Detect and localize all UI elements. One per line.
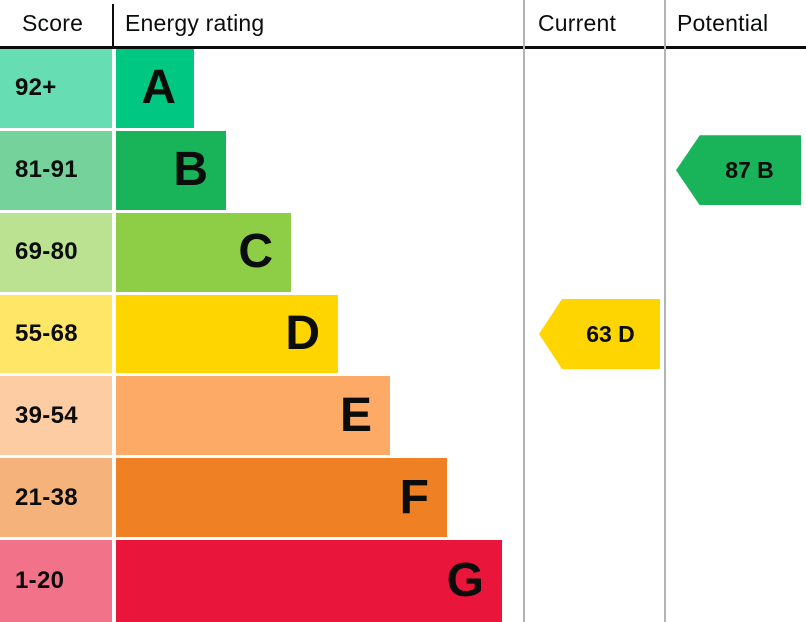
score-range-e: 39-54 — [0, 376, 112, 456]
score-range-d: 55-68 — [0, 294, 112, 374]
band-row-a: 92+ A — [0, 49, 520, 131]
score-range-f: 21-38 — [0, 458, 112, 538]
band-bar-f: F — [116, 458, 447, 538]
band-bar-d: D — [116, 294, 338, 374]
header-underline — [0, 46, 806, 49]
score-column-divider — [112, 4, 114, 46]
header-current: Current — [538, 10, 617, 36]
band-letter-e: E — [339, 388, 372, 442]
band-row-c: 69-80 C — [0, 212, 520, 295]
potential-rating-label: 87 B — [725, 156, 774, 183]
band-row-b: 81-91 B — [0, 130, 520, 213]
header-energy-rating: Energy rating — [125, 10, 265, 36]
score-range-a: 92+ — [0, 49, 112, 128]
band-row-f: 21-38 F — [0, 458, 520, 540]
band-bar-b: B — [116, 130, 226, 210]
score-range-b: 81-91 — [0, 130, 112, 210]
band-letter-b: B — [173, 143, 208, 197]
potential-column-divider — [664, 0, 666, 622]
band-letter-f: F — [399, 470, 429, 524]
band-bar-a: A — [116, 49, 194, 128]
band-row-d: 55-68 D — [0, 294, 520, 377]
band-letter-d: D — [285, 306, 320, 360]
header-potential: Potential — [677, 10, 769, 36]
current-column-divider — [523, 0, 525, 622]
current-rating-badge: 63 D — [539, 299, 660, 369]
band-letter-g: G — [446, 554, 484, 608]
header-score: Score — [22, 10, 84, 36]
band-letter-a: A — [141, 61, 176, 115]
score-range-g: 1-20 — [0, 540, 112, 622]
band-row-e: 39-54 E — [0, 376, 520, 458]
band-bar-g: G — [116, 540, 502, 622]
band-bar-c: C — [116, 212, 291, 292]
band-bar-e: E — [116, 376, 390, 456]
current-rating-label: 63 D — [586, 320, 635, 347]
potential-rating-badge: 87 B — [676, 135, 801, 206]
band-letter-c: C — [238, 225, 273, 279]
score-range-c: 69-80 — [0, 212, 112, 292]
band-row-g: 1-20 G — [0, 540, 520, 622]
